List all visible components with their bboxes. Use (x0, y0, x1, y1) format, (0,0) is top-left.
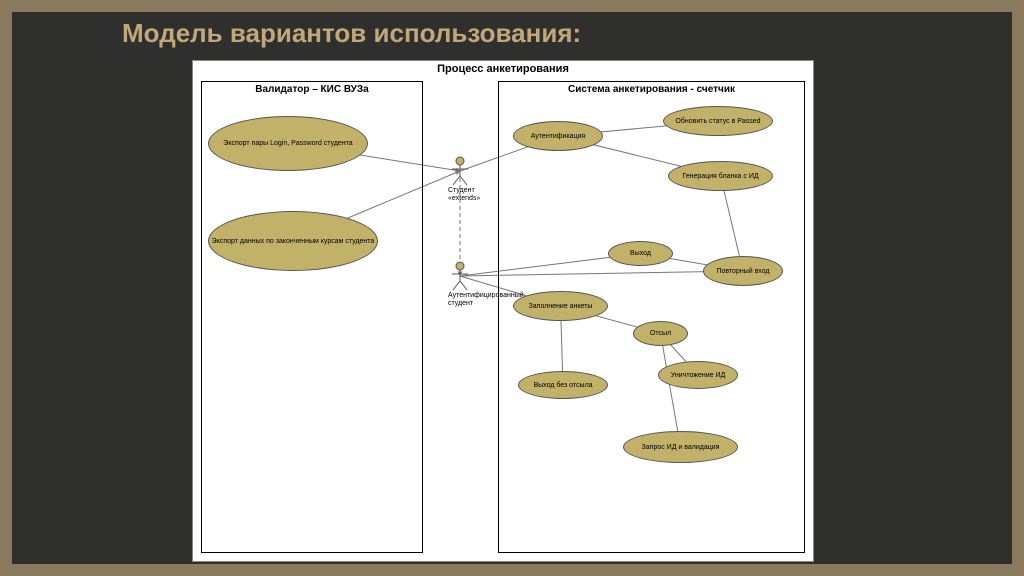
use-case: Заполнение анкеты (513, 291, 608, 321)
actor-label: Аутентифицированный студент (448, 292, 472, 307)
slide-title: Модель вариантов использования: (122, 18, 581, 49)
diagram-title: Процесс анкетирования (193, 63, 813, 75)
use-case: Экспорт пары Login, Password студента (208, 116, 368, 171)
use-case: Выход (608, 241, 673, 266)
slide-frame: Модель вариантов использования: Процесс … (0, 0, 1024, 576)
use-case: Генерация бланка с ИД (668, 161, 773, 191)
use-case: Выход без отсыла (518, 371, 608, 399)
use-case: Запрос ИД и валидация (623, 431, 738, 463)
use-case: Аутентификация (513, 121, 603, 151)
actor: Аутентифицированный студент (448, 261, 472, 307)
use-case: Экспорт данных по законченным курсам сту… (208, 211, 378, 271)
use-case-diagram: Процесс анкетирования Валидатор – КИС ВУ… (192, 60, 814, 562)
slide-background: Модель вариантов использования: Процесс … (12, 12, 1012, 564)
use-case: Обновить статус в Passed (663, 106, 773, 136)
actor: Студент «extends» (448, 156, 472, 202)
system-label: Валидатор – КИС ВУЗа (202, 84, 422, 95)
actor-label: Студент «extends» (448, 187, 472, 202)
use-case: Уничтожение ИД (658, 361, 738, 389)
use-case: Отсыл (633, 321, 688, 346)
use-case: Повторный вход (703, 256, 783, 286)
system-label: Система анкетирования - счетчик (499, 84, 804, 95)
